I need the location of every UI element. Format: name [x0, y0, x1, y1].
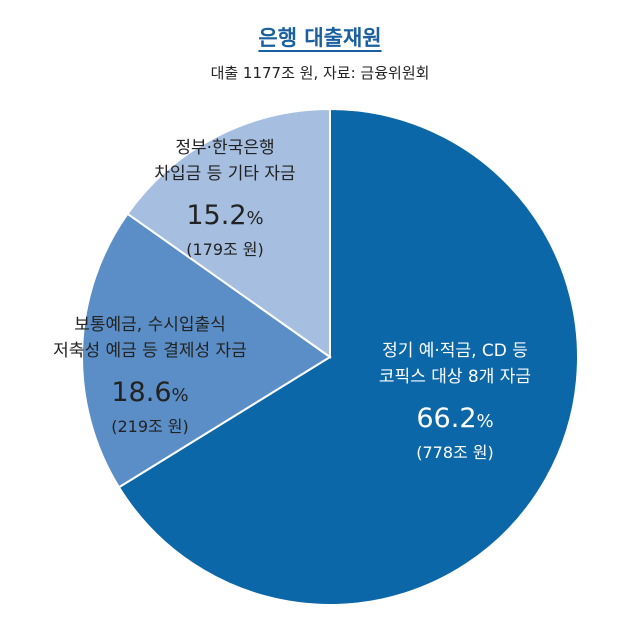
chart-title: 은행 대출재원: [258, 26, 382, 50]
slice-label-settlement-funds: 보통예금, 수시입출식 저축성 예금 등 결제성 자금 18.6% (219조 …: [30, 312, 270, 439]
slice-amount: (219조 원): [111, 417, 189, 436]
slice-label-line: 저축성 예금 등 결제성 자금: [53, 341, 247, 361]
slice-label-other-funds: 정부·한국은행 차입금 등 기타 자금 15.2% (179조 원): [125, 135, 325, 262]
pie-slice-settlement-funds: [81, 212, 332, 489]
slice-label-line: 보통예금, 수시입출식: [74, 315, 226, 335]
slice-label-line: 정기 예·적금, CD 등: [382, 341, 528, 361]
pie-slice-fixed-deposit-funds: [117, 107, 579, 606]
slice-label-line: 차입금 등 기타 자금: [154, 164, 296, 184]
slice-percent: 15.2%: [186, 200, 264, 231]
slice-percent: 66.2%: [416, 403, 494, 434]
slice-label-line: 코픽스 대상 8개 자금: [378, 367, 532, 387]
slice-label-fixed-deposit-funds: 정기 예·적금, CD 등 코픽스 대상 8개 자금 66.2% (778조 원…: [345, 338, 565, 465]
slice-label-line: 정부·한국은행: [175, 138, 275, 158]
slice-percent: 18.6%: [111, 377, 189, 408]
chart-subtitle: 대출 1177조 원, 자료: 금융위원회: [210, 64, 430, 82]
slice-amount: (778조 원): [416, 443, 494, 462]
slice-amount: (179조 원): [186, 240, 264, 259]
pie-slice-other-funds: [126, 107, 331, 359]
